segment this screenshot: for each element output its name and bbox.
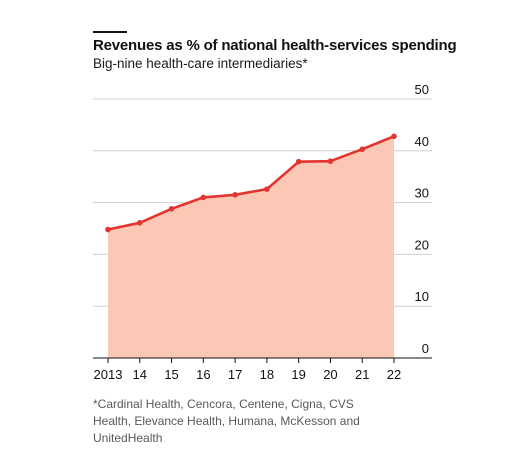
x-tick-label-18: 18 bbox=[260, 367, 274, 382]
title-rule bbox=[93, 31, 127, 33]
y-tick-label-0: 0 bbox=[422, 341, 429, 356]
data-point-22 bbox=[391, 133, 397, 140]
data-point-16 bbox=[200, 194, 207, 201]
data-point-15 bbox=[168, 206, 175, 212]
x-tick-label-16: 16 bbox=[196, 367, 210, 382]
chart-title: Revenues as % of national health-service… bbox=[93, 37, 457, 54]
data-point-2013 bbox=[105, 226, 111, 233]
series-points bbox=[105, 133, 397, 233]
y-tick-label-10: 10 bbox=[415, 289, 429, 304]
x-tick-label-15: 15 bbox=[164, 367, 178, 382]
x-tick-label-19: 19 bbox=[291, 367, 305, 382]
x-tick-label-14: 14 bbox=[133, 367, 147, 382]
chart-subtitle: Big-nine health-care intermediaries* bbox=[93, 56, 308, 71]
data-point-14 bbox=[136, 220, 143, 226]
series-line bbox=[107, 135, 395, 231]
x-tick-label-21: 21 bbox=[355, 367, 369, 382]
data-point-17 bbox=[232, 192, 238, 198]
x-tick-label-22: 22 bbox=[387, 367, 401, 382]
x-tick-labels: 2013 14 15 16 17 18 19 20 21 22 bbox=[94, 367, 402, 382]
area-fill bbox=[108, 136, 394, 358]
data-point-20 bbox=[327, 158, 334, 164]
data-point-19 bbox=[295, 158, 302, 165]
data-point-21 bbox=[359, 146, 366, 153]
y-tick-label-20: 20 bbox=[415, 237, 429, 252]
y-tick-label-50: 50 bbox=[415, 82, 429, 97]
y-tick-label-30: 30 bbox=[415, 186, 429, 201]
x-axis bbox=[93, 357, 432, 363]
y-tick-label-40: 40 bbox=[415, 134, 429, 149]
x-tick-label-20: 20 bbox=[323, 367, 337, 382]
data-point-18 bbox=[264, 186, 270, 192]
footnote: *Cardinal Health, Cencora, Centene, Cign… bbox=[93, 397, 360, 445]
x-tick-label-2013: 2013 bbox=[94, 367, 123, 382]
y-tick-labels: 0 10 20 30 40 50 bbox=[415, 82, 429, 356]
x-tick-label-17: 17 bbox=[228, 367, 242, 382]
